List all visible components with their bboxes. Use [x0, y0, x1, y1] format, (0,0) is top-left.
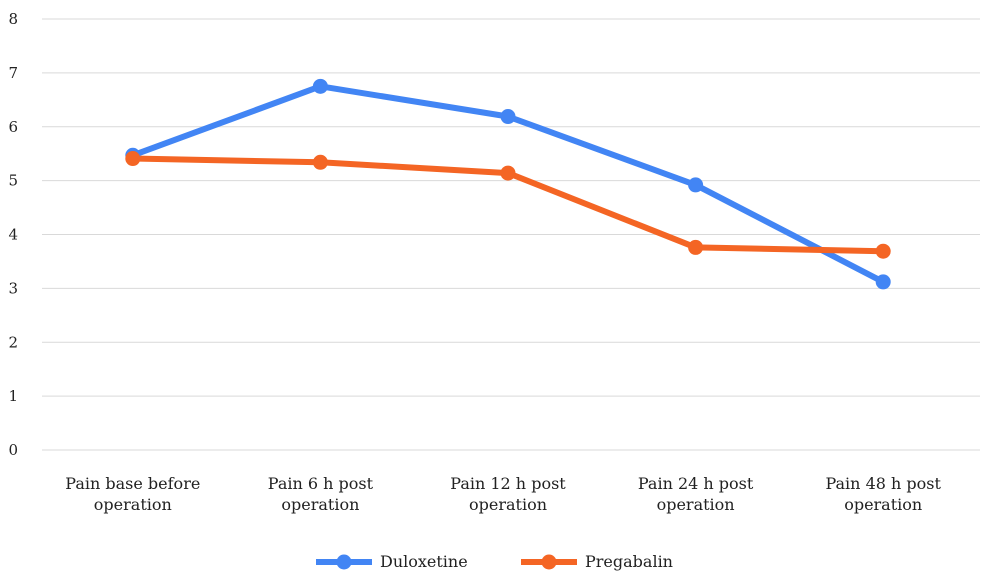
x-category-label-line: operation — [844, 495, 922, 514]
legend-label-pregabalin: Pregabalin — [585, 552, 673, 571]
x-category-label-line: Pain 48 h post — [825, 474, 941, 493]
x-axis-categories: Pain base before operation Pain 6 h post op… — [65, 474, 941, 514]
data-point-duloxetine — [875, 274, 891, 290]
y-tick-label: 6 — [8, 118, 18, 136]
series-layer — [125, 78, 891, 290]
x-category-label: Pain base before operation — [65, 474, 200, 514]
x-category-label-line: Pain 24 h post — [638, 474, 754, 493]
y-tick-label: 0 — [8, 441, 18, 459]
x-category-label: Pain 12 h post operation — [450, 474, 566, 514]
x-category-label-line: operation — [281, 495, 359, 514]
data-point-pregabalin — [500, 165, 516, 181]
x-category-label-line: Pain 6 h post — [268, 474, 374, 493]
y-tick-label: 4 — [8, 226, 18, 244]
x-category-label-line: operation — [657, 495, 735, 514]
y-tick-label: 2 — [8, 333, 18, 351]
x-category-label: Pain 6 h post operation — [268, 474, 374, 514]
legend-marker-duloxetine — [336, 554, 352, 570]
y-tick-label: 5 — [8, 172, 18, 190]
legend-label-duloxetine: Duloxetine — [380, 552, 468, 571]
y-tick-label: 1 — [8, 387, 18, 405]
y-tick-label: 3 — [8, 279, 18, 297]
data-point-pregabalin — [688, 239, 704, 255]
data-point-pregabalin — [875, 243, 891, 259]
data-point-duloxetine — [500, 109, 516, 125]
x-category-label-line: operation — [94, 495, 172, 514]
legend-marker-pregabalin — [541, 554, 557, 570]
x-category-label-line: Pain base before — [65, 474, 200, 493]
x-category-label-line: Pain 12 h post — [450, 474, 566, 493]
legend: Duloxetine Pregabalin — [316, 552, 673, 571]
data-point-pregabalin — [312, 154, 328, 170]
data-point-duloxetine — [688, 177, 704, 193]
x-category-label-line: operation — [469, 495, 547, 514]
data-point-duloxetine — [312, 78, 328, 94]
x-category-label: Pain 24 h post operation — [638, 474, 754, 514]
data-point-pregabalin — [125, 151, 141, 167]
gridlines — [42, 18, 980, 451]
y-axis-ticks: 0 1 2 3 4 5 6 7 8 — [8, 10, 18, 459]
y-tick-label: 7 — [8, 64, 18, 82]
y-tick-label: 8 — [8, 10, 18, 28]
x-category-label: Pain 48 h post operation — [825, 474, 941, 514]
